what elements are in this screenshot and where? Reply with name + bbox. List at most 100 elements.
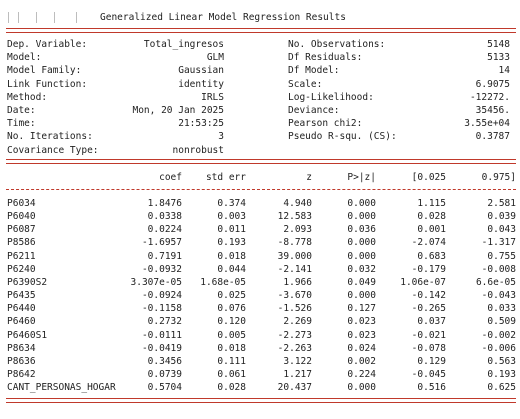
- coef-column-header: P>|z|: [347, 172, 376, 183]
- coef-row-name: P8642: [7, 368, 36, 380]
- coef-cell: -2.273: [277, 329, 312, 341]
- summary-value: IRLS: [201, 91, 224, 103]
- coef-cell: 0.000: [347, 290, 376, 302]
- coef-cell: 0.000: [347, 382, 376, 394]
- coef-row-name: P8586: [7, 237, 36, 249]
- coef-cell: -0.1158: [141, 303, 182, 315]
- coef-row-name: P6460S1: [7, 329, 48, 341]
- coef-row-name: P8636: [7, 355, 36, 367]
- coef-row-name: P6087: [7, 224, 36, 236]
- cell-separator: [76, 12, 77, 23]
- coef-cell: 39.000: [277, 250, 312, 262]
- coef-cell: 0.024: [347, 342, 376, 354]
- cell-separator: [8, 12, 9, 23]
- coef-cell: 12.583: [277, 211, 312, 223]
- summary-label: No. Observations:: [288, 39, 386, 50]
- summary-label: Dep. Variable:: [7, 39, 88, 50]
- summary-value: 35456.: [475, 105, 510, 116]
- coef-cell: 4.940: [283, 198, 312, 209]
- summary-label: Pseudo R-squ. (CS):: [288, 131, 397, 143]
- coef-cell: 0.509: [487, 316, 516, 328]
- coef-cell: 0.028: [417, 211, 446, 223]
- coef-cell: 0.120: [217, 316, 246, 328]
- summary-value: 14: [498, 65, 510, 77]
- summary-label: Covariance Type:: [7, 144, 99, 156]
- coef-cell: -0.0924: [141, 290, 182, 302]
- summary-label: Df Model:: [288, 65, 340, 77]
- summary-label: Link Function:: [7, 78, 88, 90]
- coef-cell: -0.179: [411, 263, 446, 275]
- coef-cell: 0.755: [487, 250, 516, 262]
- summary-label: Scale:: [288, 78, 323, 90]
- coef-cell: -0.0419: [141, 342, 182, 354]
- coef-cell: 0.516: [417, 382, 446, 394]
- coef-cell: 0.036: [347, 224, 376, 236]
- coef-cell: 0.127: [347, 303, 376, 315]
- summary-value: 0.3787: [475, 131, 510, 143]
- summary-value: 3: [218, 131, 224, 143]
- summary-value: 3.55e+04: [464, 118, 510, 130]
- coef-cell: 0.000: [347, 250, 376, 262]
- coef-cell: 0.683: [417, 250, 446, 262]
- coef-cell: 0.076: [217, 303, 246, 315]
- coef-row-name: P6390S2: [7, 276, 48, 288]
- coef-cell: 0.374: [217, 198, 246, 209]
- coef-cell: 0.043: [487, 224, 516, 236]
- coef-cell: -1.317: [481, 237, 516, 249]
- double-rule-bottom: [6, 398, 516, 403]
- coef-cell: 0.025: [217, 290, 246, 302]
- summary-value: nonrobust: [172, 144, 224, 156]
- coef-cell: 1.68e-05: [200, 276, 246, 288]
- coef-cell: 0.0338: [147, 211, 182, 223]
- summary-label: Model Family:: [7, 65, 82, 77]
- coef-cell: 1.217: [283, 368, 312, 380]
- summary-value: Total_ingresos: [143, 39, 224, 50]
- coef-cell: 0.023: [347, 329, 376, 341]
- coef-cell: -0.0111: [141, 329, 182, 341]
- coef-cell: 0.563: [487, 355, 516, 367]
- coef-cell: 0.033: [487, 303, 516, 315]
- coef-cell: 0.003: [217, 211, 246, 223]
- coef-row-name: P6034: [7, 198, 36, 209]
- coef-cell: -2.263: [277, 342, 312, 354]
- summary-label: Df Residuals:: [288, 52, 363, 64]
- summary-value: 5133: [487, 52, 510, 64]
- summary-label: Model:: [7, 52, 42, 64]
- summary-label: Pearson chi2:: [288, 118, 363, 130]
- coef-cell: 2.093: [283, 224, 312, 236]
- summary-value: 21:53:25: [178, 118, 224, 130]
- coef-cell: 0.000: [347, 198, 376, 209]
- summary-label: Time:: [7, 118, 36, 130]
- coef-cell: 0.028: [217, 382, 246, 394]
- coef-cell: 0.044: [217, 263, 246, 275]
- summary-label: Date:: [7, 105, 36, 116]
- coef-cell: 0.3456: [147, 355, 182, 367]
- summary-value: Gaussian: [178, 65, 224, 77]
- coef-cell: -0.0932: [141, 263, 182, 275]
- coef-cell: 1.115: [417, 198, 446, 209]
- coef-cell: 0.111: [217, 355, 246, 367]
- coef-cell: -8.778: [277, 237, 312, 249]
- coef-cell: 0.000: [347, 211, 376, 223]
- coef-cell: 0.193: [487, 368, 516, 380]
- double-rule-mid: [6, 159, 516, 164]
- coef-cell: 2.269: [283, 316, 312, 328]
- coef-cell: -2.074: [411, 237, 446, 249]
- coef-column-header: 0.975]: [481, 172, 516, 183]
- coef-cell: 6.6e-05: [475, 276, 516, 288]
- coef-cell: 0.005: [217, 329, 246, 341]
- coef-cell: 0.000: [347, 237, 376, 249]
- coef-cell: 0.037: [417, 316, 446, 328]
- coef-cell: 0.7191: [147, 250, 182, 262]
- summary-value: Mon, 20 Jan 2025: [132, 105, 224, 116]
- summary-value: 5148: [487, 39, 510, 50]
- coef-cell: -1.526: [277, 303, 312, 315]
- cell-separator: [18, 12, 19, 23]
- cell-separator: [54, 12, 55, 23]
- coef-cell: -0.006: [481, 342, 516, 354]
- coef-cell: 2.581: [487, 198, 516, 209]
- coef-row-name: P8634: [7, 342, 36, 354]
- coef-cell: -0.045: [411, 368, 446, 380]
- coef-cell: 20.437: [277, 382, 312, 394]
- coef-cell: 0.032: [347, 263, 376, 275]
